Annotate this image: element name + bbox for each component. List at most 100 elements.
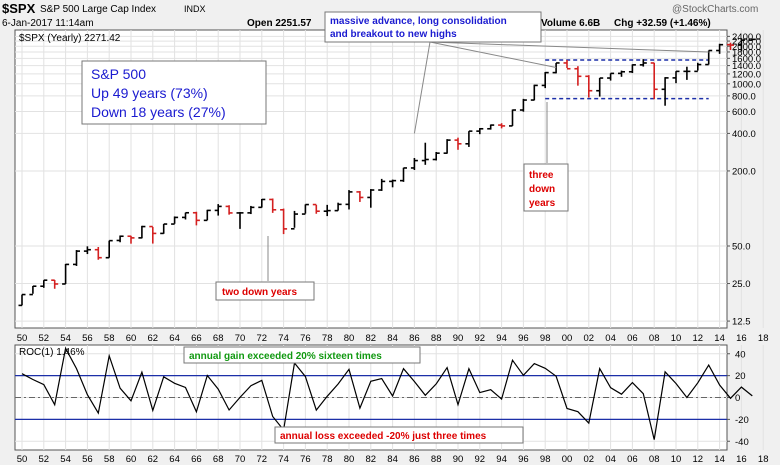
roc-xtick-label: 70 — [235, 454, 246, 465]
roc-xtick-label: 16 — [736, 454, 747, 465]
ohlc-bar — [585, 75, 593, 98]
ohlc-bar — [737, 39, 745, 52]
roc-xtick-label: 76 — [300, 454, 311, 465]
ohlc-bar — [269, 198, 277, 213]
price-xtick-label: 86 — [409, 333, 420, 344]
gain-callout-text: annual gain exceeded 20% sixteen times — [189, 351, 382, 362]
price-xtick-label: 62 — [148, 333, 159, 344]
ohlc-bar — [530, 84, 538, 101]
roc-xtick-label: 82 — [366, 454, 377, 465]
ohlc-bar — [258, 198, 266, 209]
loss-callout-text: annual loss exceeded -20% just three tim… — [280, 431, 487, 442]
ohlc-bar — [410, 157, 418, 170]
roc-xtick-label: 14 — [714, 454, 725, 465]
ohlc-bar — [214, 204, 222, 216]
ohlc-bar — [487, 124, 495, 130]
price-xtick-label: 72 — [257, 333, 268, 344]
ohlc-bar — [334, 202, 342, 212]
stats-title: S&P 500 — [91, 66, 146, 82]
price-xtick-label: 12 — [693, 333, 704, 344]
price-xtick-label: 10 — [671, 333, 682, 344]
ohlc-bar — [672, 70, 680, 84]
ohlc-bar — [356, 190, 364, 202]
price-ytick-label: 800.0 — [732, 91, 756, 102]
price-xtick-label: 64 — [169, 333, 180, 344]
roc-x-axis: 50 52 54 56 58 60 62 64 66 68 70 72 74 76 78 80 82 84 86 88… — [17, 454, 769, 465]
ohlc-bar — [323, 204, 331, 217]
price-xtick-label: 52 — [39, 333, 50, 344]
price-xtick-label: 18 — [758, 333, 769, 344]
ohlc-bar — [127, 235, 135, 244]
ohlc-bar — [280, 208, 288, 235]
ohlc-bar — [618, 70, 625, 77]
three-down-line2: down — [529, 184, 555, 195]
open-label: Open 2251.57 — [247, 18, 312, 29]
price-xtick-label: 78 — [322, 333, 333, 344]
roc-ytick-label: -40 — [735, 437, 749, 448]
price-xtick-label: 82 — [366, 333, 377, 344]
ohlc-bar — [498, 123, 506, 129]
price-xtick-label: 16 — [736, 333, 747, 344]
roc-xtick-label: 04 — [605, 454, 616, 465]
loss-callout-box — [274, 426, 524, 444]
roc-xtick-label: 56 — [82, 454, 93, 465]
price-xtick-label: 84 — [387, 333, 398, 344]
stats-box — [81, 60, 267, 125]
ohlc-bars — [18, 38, 756, 307]
price-ytick-label: 400.0 — [732, 129, 756, 140]
ohlc-bar — [628, 64, 636, 74]
price-y-axis: 12.5 25.0 50.0 200.0 400.0 600.0 800.01000.012… — [727, 32, 761, 328]
stockcharts-watermark: @StockCharts.com — [672, 4, 758, 15]
price-ytick-label: 1800.0 — [732, 47, 761, 58]
ohlc-bar — [182, 211, 189, 220]
price-legend: $SPX (Yearly) 2271.42 — [19, 33, 121, 44]
roc-legend: ROC(1) 1.46% — [19, 347, 85, 358]
roc-xtick-label: 64 — [169, 454, 180, 465]
advance-callout-box — [324, 11, 542, 43]
price-ytick-label: 1000.0 — [732, 79, 761, 90]
ohlc-bar — [378, 178, 386, 191]
ohlc-bar — [301, 203, 309, 215]
ohlc-bar — [705, 49, 713, 66]
ohlc-bar — [432, 152, 440, 161]
ohlc-bar — [694, 62, 702, 73]
ohlc-bar — [443, 139, 451, 154]
datetime-label: 6-Jan-2017 11:14am — [2, 18, 94, 29]
index-name: S&P 500 Large Cap Index — [40, 4, 156, 15]
ohlc-bar — [367, 189, 375, 208]
price-xtick-label: 66 — [191, 333, 202, 344]
roc-xtick-label: 74 — [278, 454, 289, 465]
consolidation-lines — [545, 59, 709, 100]
advance-pointer-line — [413, 41, 431, 134]
roc-xtick-label: 62 — [148, 454, 159, 465]
three-down-line3: years — [529, 198, 556, 209]
ohlc-bar — [465, 130, 473, 147]
volume-label: Volume 6.6B — [541, 18, 600, 29]
price-ytick-label: 200.0 — [732, 166, 756, 177]
price-ytick-label: 1200.0 — [732, 69, 761, 80]
ohlc-bar — [149, 225, 157, 244]
roc-xtick-label: 58 — [104, 454, 115, 465]
price-xtick-label: 90 — [453, 333, 464, 344]
roc-xtick-label: 54 — [60, 454, 71, 465]
roc-xtick-label: 60 — [126, 454, 137, 465]
roc-xtick-label: 86 — [409, 454, 420, 465]
price-xtick-label: 04 — [605, 333, 616, 344]
price-xtick-label: 96 — [518, 333, 529, 344]
ohlc-bar — [574, 66, 582, 86]
price-xtick-label: 76 — [300, 333, 311, 344]
roc-ytick-label: 20 — [735, 371, 746, 382]
ohlc-bar — [105, 239, 113, 259]
price-xtick-label: 58 — [104, 333, 115, 344]
ohlc-bar — [160, 223, 168, 235]
roc-xtick-label: 06 — [627, 454, 638, 465]
price-xtick-label: 54 — [60, 333, 71, 344]
ohlc-bar — [476, 127, 484, 135]
stats-down-years: Down 18 years (27%) — [91, 104, 226, 120]
gain-callout-box — [183, 346, 421, 364]
price-xtick-label: 88 — [431, 333, 442, 344]
ohlc-bar — [389, 179, 397, 188]
advance-callout-line1: massive advance, long consolidation — [330, 16, 507, 27]
